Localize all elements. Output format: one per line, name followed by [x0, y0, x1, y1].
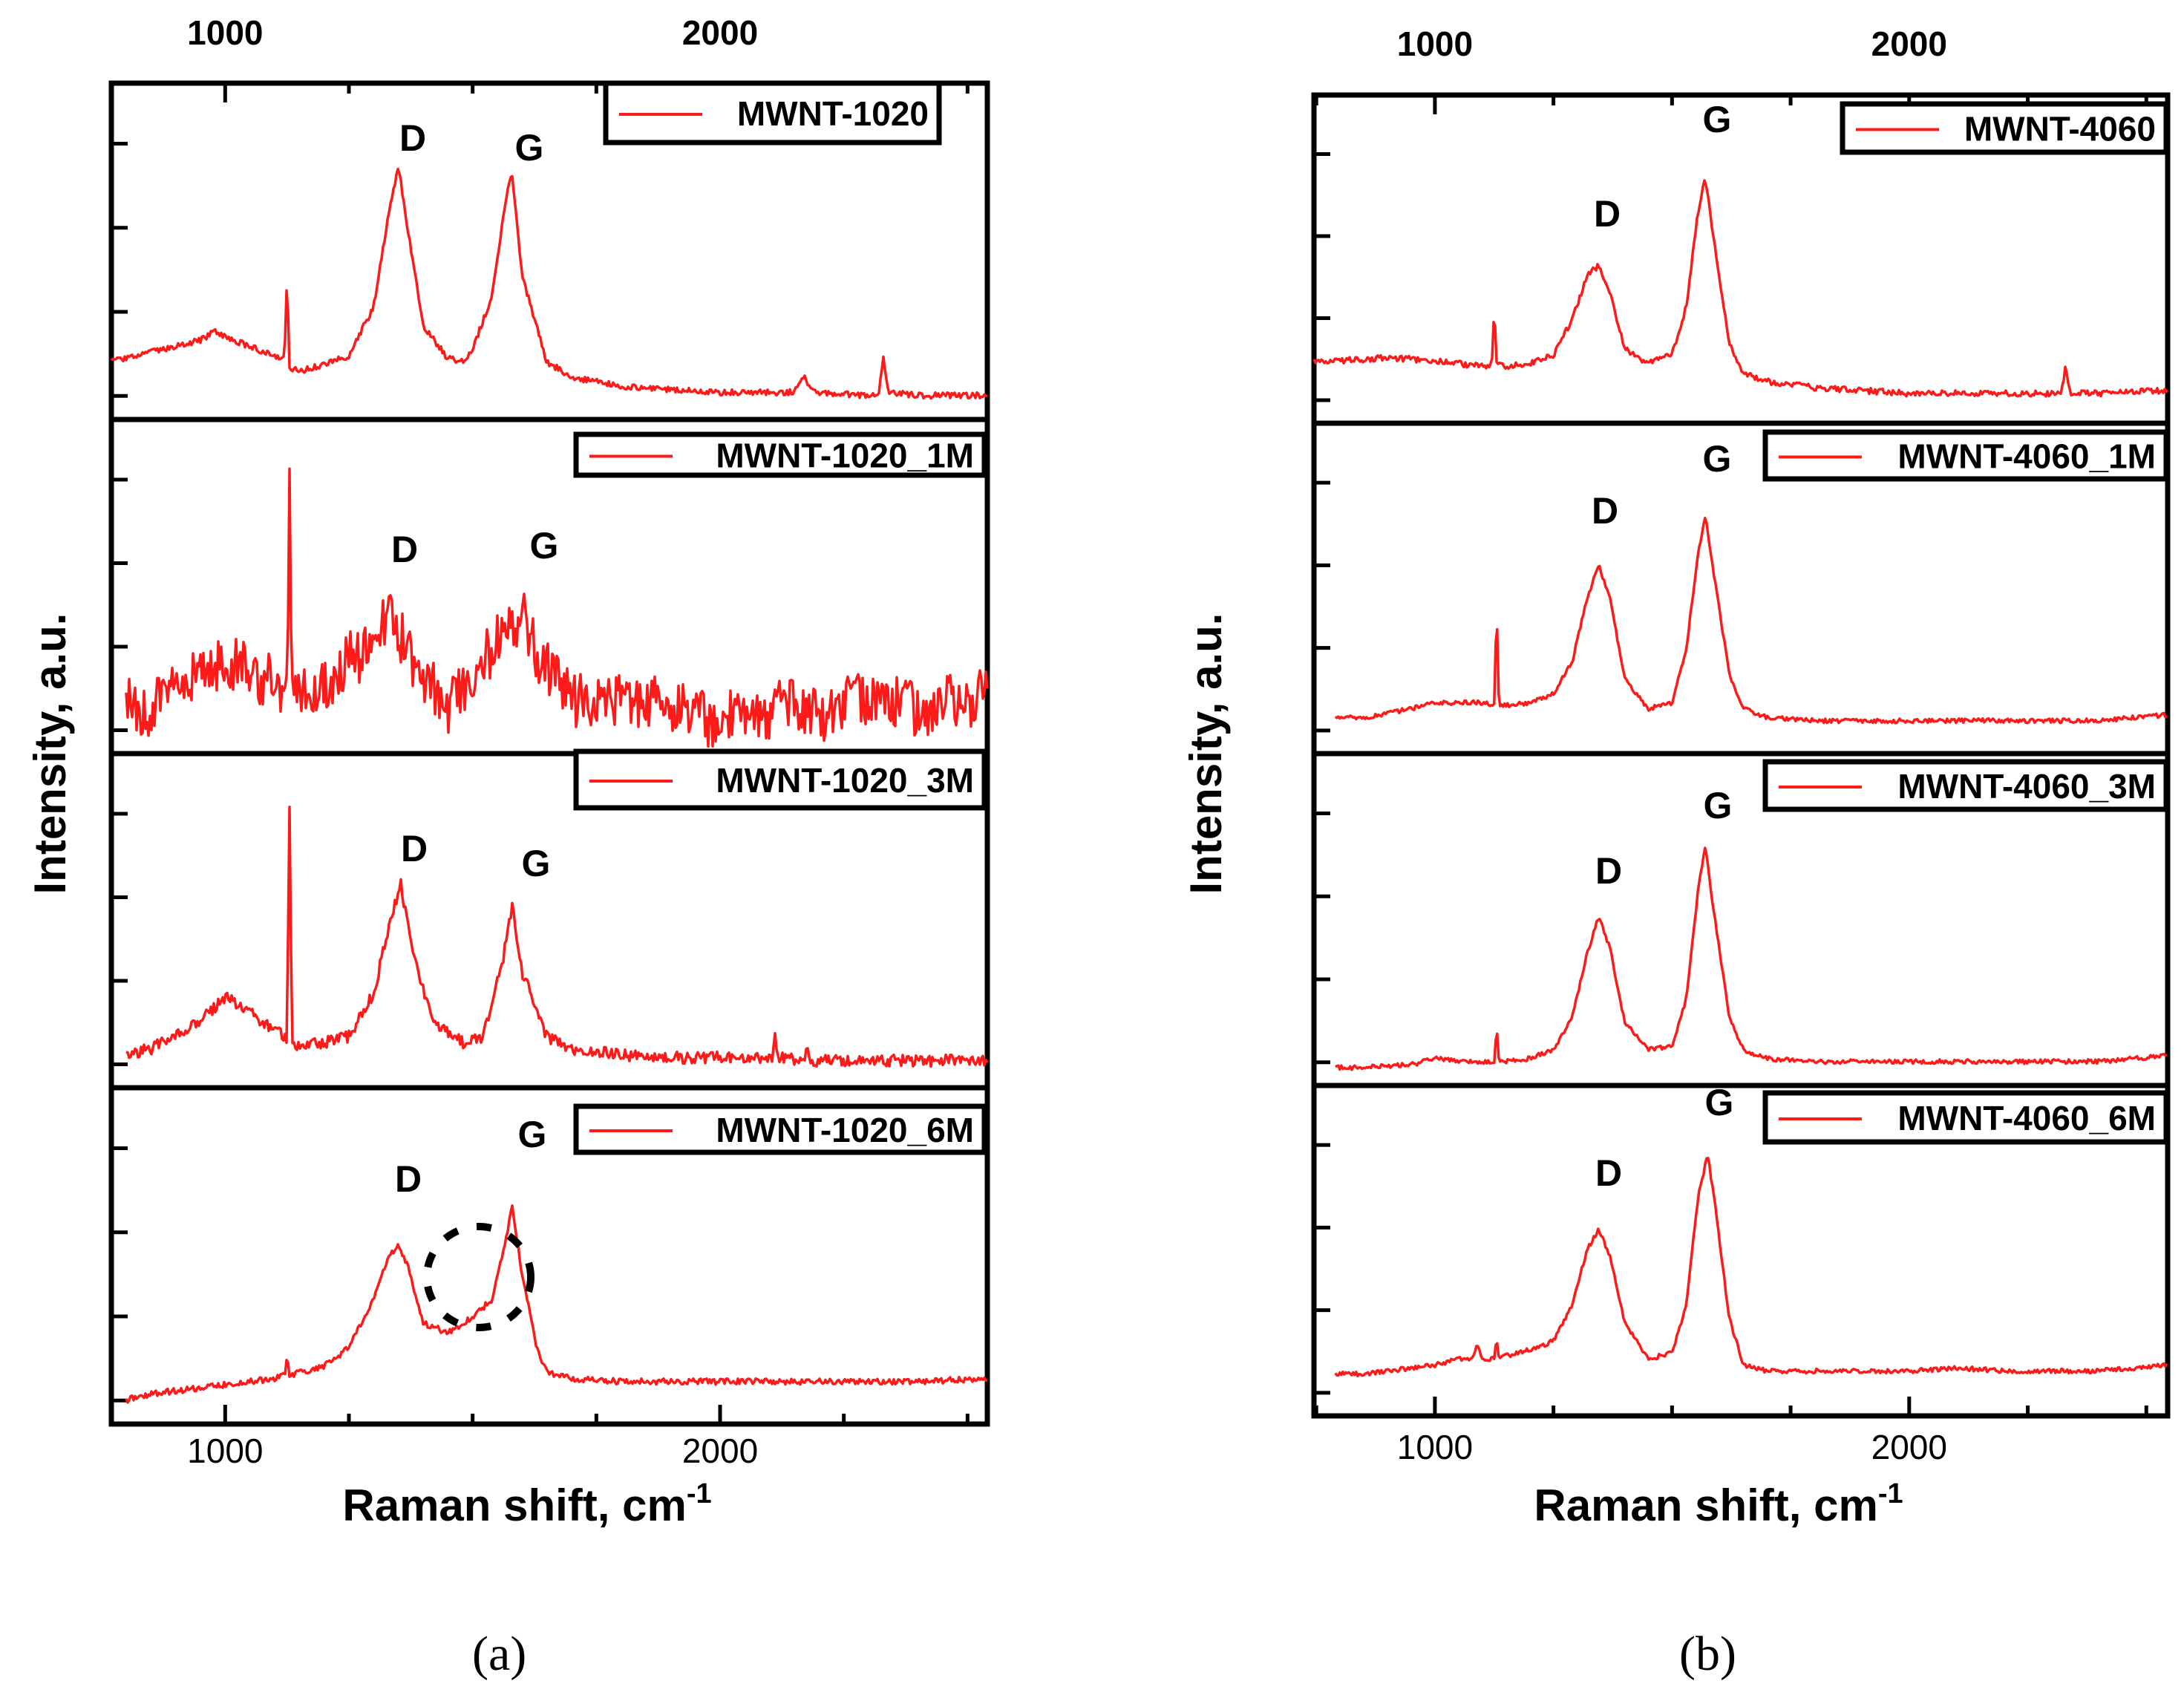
spectrum-panel: D G MWNT-1020_3M [111, 748, 989, 1068]
figure-caption-a: (a) [472, 1627, 527, 1681]
figure-caption-b: (b) [1679, 1627, 1736, 1681]
spectrum-panel: D G MWNT-4060 [1312, 99, 2169, 402]
peak-label-D: D [395, 1158, 422, 1200]
legend-label: MWNT-1020 [737, 94, 929, 133]
legend-label: MWNT-4060_6M [1897, 1099, 2156, 1137]
bottom-x-tick-label: 1000 [187, 1431, 263, 1470]
x-axis-label-superscript: -1 [687, 1478, 712, 1509]
x-axis-label: Raman shift, cm-1 [1534, 1478, 1903, 1530]
y-axis-label: Intensity, a.u. [25, 613, 75, 895]
spectrum-trace [1334, 516, 2167, 725]
spectrum-panel: D G MWNT-4060_6M [1314, 1082, 2169, 1395]
peak-label-D: D [401, 828, 428, 869]
spectrum-trace [125, 467, 989, 748]
peak-label-G: G [522, 843, 551, 884]
spectrum-panel: D G MWNT-1020_1M [111, 431, 989, 748]
peak-label-G: G [1703, 99, 1732, 140]
spectrum-panel: D G MWNT-1020_6M [111, 1103, 988, 1404]
top-x-tick-label: 1000 [187, 13, 263, 52]
peak-label-D: D [1594, 193, 1621, 235]
spectrum-trace [125, 1204, 988, 1404]
legend-label: MWNT-4060_1M [1897, 437, 2156, 476]
peak-label-G: G [1703, 438, 1732, 480]
peak-label-G: G [1705, 1082, 1734, 1123]
x-axis-label: Raman shift, cm-1 [342, 1478, 711, 1530]
spectrum-panel: D G MWNT-1020 [110, 80, 988, 400]
bottom-x-tick-label: 2000 [682, 1431, 758, 1470]
spectrum-panel: D G MWNT-4060_3M [1314, 759, 2169, 1071]
legend-label: MWNT-4060_3M [1897, 767, 2156, 806]
top-x-tick-label: 1000 [1397, 25, 1473, 63]
legend-box [1840, 101, 2169, 155]
peak-label-D: D [1595, 1152, 1622, 1194]
peak-label-D: D [1592, 490, 1618, 532]
peak-label-D: D [399, 117, 426, 159]
legend-label: MWNT-1020_1M [716, 437, 974, 475]
top-x-tick-label: 2000 [1871, 25, 1947, 63]
y-axis-label: Intensity, a.u. [1181, 613, 1231, 895]
peak-label-D: D [391, 529, 418, 570]
legend-label: MWNT-4060 [1964, 110, 2156, 148]
spectrum-panel: D G MWNT-4060_1M [1314, 429, 2169, 733]
peak-label-G: G [1704, 785, 1733, 826]
spectrum-trace [125, 806, 989, 1068]
peak-label-G: G [518, 1114, 547, 1155]
legend-box [573, 1103, 987, 1155]
x-axis-label-superscript: -1 [1878, 1478, 1903, 1509]
chart-b: 1000 1000 2000 2000 Raman shift, cm-1 Intensi… [1181, 25, 2171, 1530]
bottom-x-tick-label: 1000 [1397, 1428, 1473, 1466]
legend-label: MWNT-1020_3M [716, 761, 974, 800]
top-x-tick-label: 2000 [682, 13, 758, 52]
chart-a: 1000 1000 2000 2000 Raman shift, cm-1 Intensi… [25, 13, 990, 1530]
legend-box [573, 748, 987, 811]
spectrum-trace [1335, 846, 2168, 1071]
peak-label-G: G [530, 525, 559, 567]
spectrum-trace [110, 167, 988, 400]
dashed-circle-annotation [423, 1223, 534, 1331]
legend-label: MWNT-1020_6M [716, 1111, 974, 1149]
bottom-x-tick-label: 2000 [1871, 1428, 1947, 1466]
spectrum-trace [1312, 179, 2169, 398]
peak-label-D: D [1595, 850, 1622, 892]
spectrum-trace [1334, 1156, 2168, 1378]
peak-label-G: G [515, 127, 544, 169]
